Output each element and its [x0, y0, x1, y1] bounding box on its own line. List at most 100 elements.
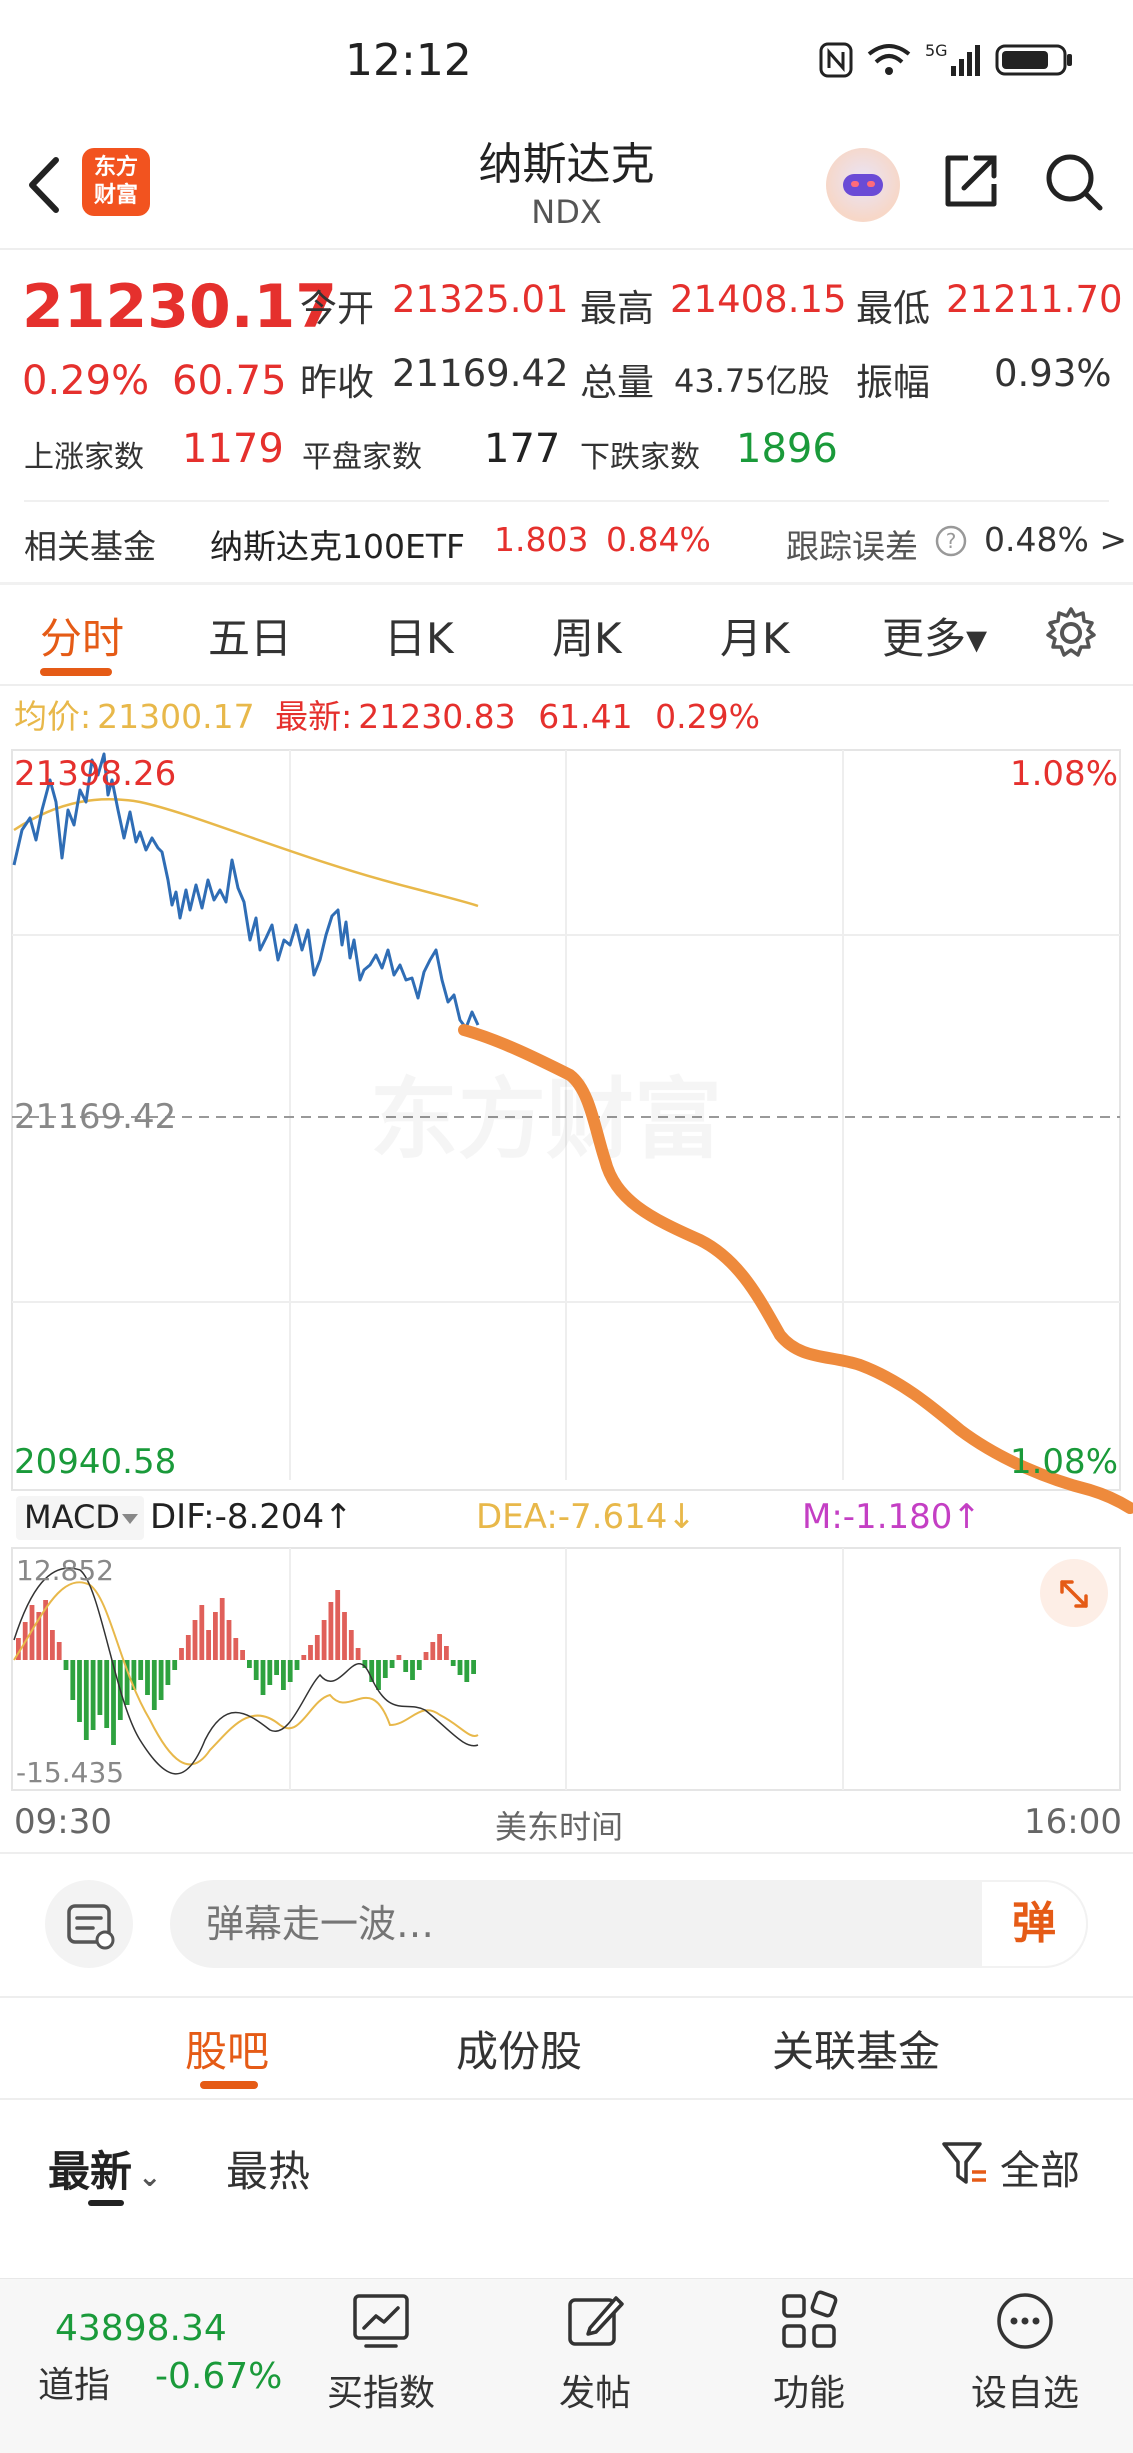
tab-monthly-k[interactable]: 月K	[720, 614, 790, 663]
macd-bar	[274, 1660, 279, 1675]
tab-weekly-k[interactable]: 周K	[552, 614, 622, 663]
macd-bar	[396, 1655, 402, 1660]
fund-name: 纳斯达克100ETF	[210, 527, 465, 566]
nav-buy-index[interactable]: 买指数	[306, 2290, 456, 2416]
comment-toggle-button[interactable]	[45, 1880, 133, 1968]
macd-selector	[16, 1496, 144, 1540]
macd-bar	[158, 1660, 164, 1700]
abs-change: 60.75	[172, 358, 287, 404]
signal-5g-icon: 5G	[925, 41, 980, 76]
macd-bar	[233, 1638, 239, 1660]
macd-bar	[314, 1635, 320, 1660]
page-subtitle: NDX	[531, 193, 602, 231]
danmaku-input[interactable]	[170, 1880, 1088, 1968]
help-icon[interactable]: ?	[934, 524, 968, 558]
macd-bar	[29, 1605, 35, 1660]
danmaku-list-icon	[67, 1904, 115, 1950]
comment-divider	[0, 1852, 1133, 1854]
high-label: 最高	[580, 287, 654, 330]
macd-bar	[192, 1620, 198, 1660]
macd-bar	[369, 1660, 375, 1682]
low-value: 21211.70	[946, 278, 1123, 321]
macd-bar	[253, 1660, 259, 1680]
nav-functions[interactable]: 功能	[734, 2290, 884, 2416]
filter-icon[interactable]	[940, 2138, 988, 2188]
ai-assistant-icon[interactable]	[826, 148, 900, 222]
svg-text:?: ?	[946, 529, 957, 553]
macd-bar	[403, 1660, 409, 1672]
macd-bar	[90, 1660, 96, 1730]
macd-bar	[416, 1660, 422, 1670]
settings-gear-icon[interactable]	[1042, 604, 1100, 662]
prev-close-label: 昨收	[300, 361, 374, 404]
macd-bar	[36, 1612, 42, 1660]
macd-histogram	[16, 1590, 476, 1745]
nav-add-watchlist[interactable]: 设自选	[950, 2290, 1100, 2416]
macd-bar	[179, 1648, 184, 1660]
dow-index-value[interactable]: 43898.34	[55, 2308, 227, 2349]
nav-post[interactable]: 发帖	[520, 2290, 670, 2416]
search-icon[interactable]	[1040, 148, 1106, 214]
macd-bar	[362, 1660, 368, 1668]
tab-intraday[interactable]: 分时	[40, 614, 125, 663]
last-price: 21230.17	[22, 272, 338, 342]
fund-pct: 0.84%	[606, 520, 711, 559]
related-fund-row[interactable]: 相关基金 纳斯达克100ETF 1.803 0.84% 跟踪误差 ? 0.48%…	[0, 502, 1133, 582]
sort-latest-label: 最新	[48, 2147, 133, 2196]
tab-constituents[interactable]: 成份股	[456, 2027, 583, 2076]
active-tab-indicator	[40, 668, 112, 676]
fund-label: 相关基金	[24, 527, 156, 566]
amplitude-label: 振幅	[856, 361, 930, 404]
tab-five-day[interactable]: 五日	[208, 614, 293, 663]
unchanged-value: 177	[484, 426, 561, 472]
amplitude-value: 0.93%	[994, 352, 1112, 395]
macd-bar	[172, 1660, 178, 1670]
latest-change: 61.41	[538, 697, 633, 736]
tab-more[interactable]: 更多▾	[882, 614, 988, 663]
back-icon[interactable]	[20, 150, 70, 220]
macd-bar	[145, 1660, 150, 1695]
macd-bar	[335, 1590, 341, 1660]
macd-bar	[77, 1660, 82, 1722]
macd-bar	[450, 1660, 456, 1666]
bottom-pct-label: 1.08%	[1010, 1442, 1118, 1482]
macd-bar	[260, 1660, 266, 1695]
tracking-error-value: 0.48% >	[984, 520, 1127, 559]
filter-all[interactable]: 全部	[1000, 2148, 1080, 2194]
macd-bar	[355, 1648, 361, 1660]
macd-bar	[287, 1660, 293, 1682]
macd-bar	[131, 1660, 137, 1690]
advancers-value: 1179	[182, 426, 284, 472]
macd-bar	[199, 1605, 205, 1660]
macd-bar	[267, 1660, 273, 1685]
macd-bar	[348, 1630, 354, 1660]
chart-trend-icon	[353, 2294, 409, 2348]
sort-hot[interactable]: 最热	[226, 2147, 311, 2196]
share-icon[interactable]	[938, 148, 1004, 214]
macd-bar	[219, 1598, 225, 1660]
macd-bar	[124, 1660, 130, 1705]
advancers-label: 上涨家数	[24, 440, 144, 475]
nav-buy-index-label: 买指数	[326, 2373, 435, 2414]
grid-apps-icon	[782, 2290, 838, 2348]
macd-bar	[206, 1630, 211, 1660]
decliners-value: 1896	[736, 426, 838, 472]
macd-bar	[382, 1660, 388, 1678]
lower-divider	[0, 1996, 1133, 1998]
top-price-label: 21398.26	[14, 754, 176, 794]
danmaku-send-button[interactable]: 弹	[980, 1880, 1088, 1968]
tab-forum[interactable]: 股吧	[185, 2027, 270, 2076]
header-divider	[0, 248, 1133, 250]
macd-bar	[410, 1660, 415, 1680]
app-logo[interactable]: 东方财富	[82, 148, 150, 216]
macd-bar	[308, 1645, 313, 1660]
dow-index-label: 道指	[38, 2365, 111, 2406]
logo-text: 东方财富	[93, 155, 138, 208]
intraday-chart[interactable]: 东方财富 21398.26 1.08% 21169.42 20940.58 1.…	[0, 740, 1133, 1800]
tab-related-funds[interactable]: 关联基金	[772, 2027, 941, 2076]
tab-daily-k[interactable]: 日K	[384, 614, 454, 663]
macd-bar	[342, 1612, 347, 1660]
latest-value: 21230.83	[358, 697, 516, 736]
avg-label: 均价:	[14, 697, 92, 736]
sort-latest[interactable]: 最新 ⌄	[48, 2138, 161, 2199]
